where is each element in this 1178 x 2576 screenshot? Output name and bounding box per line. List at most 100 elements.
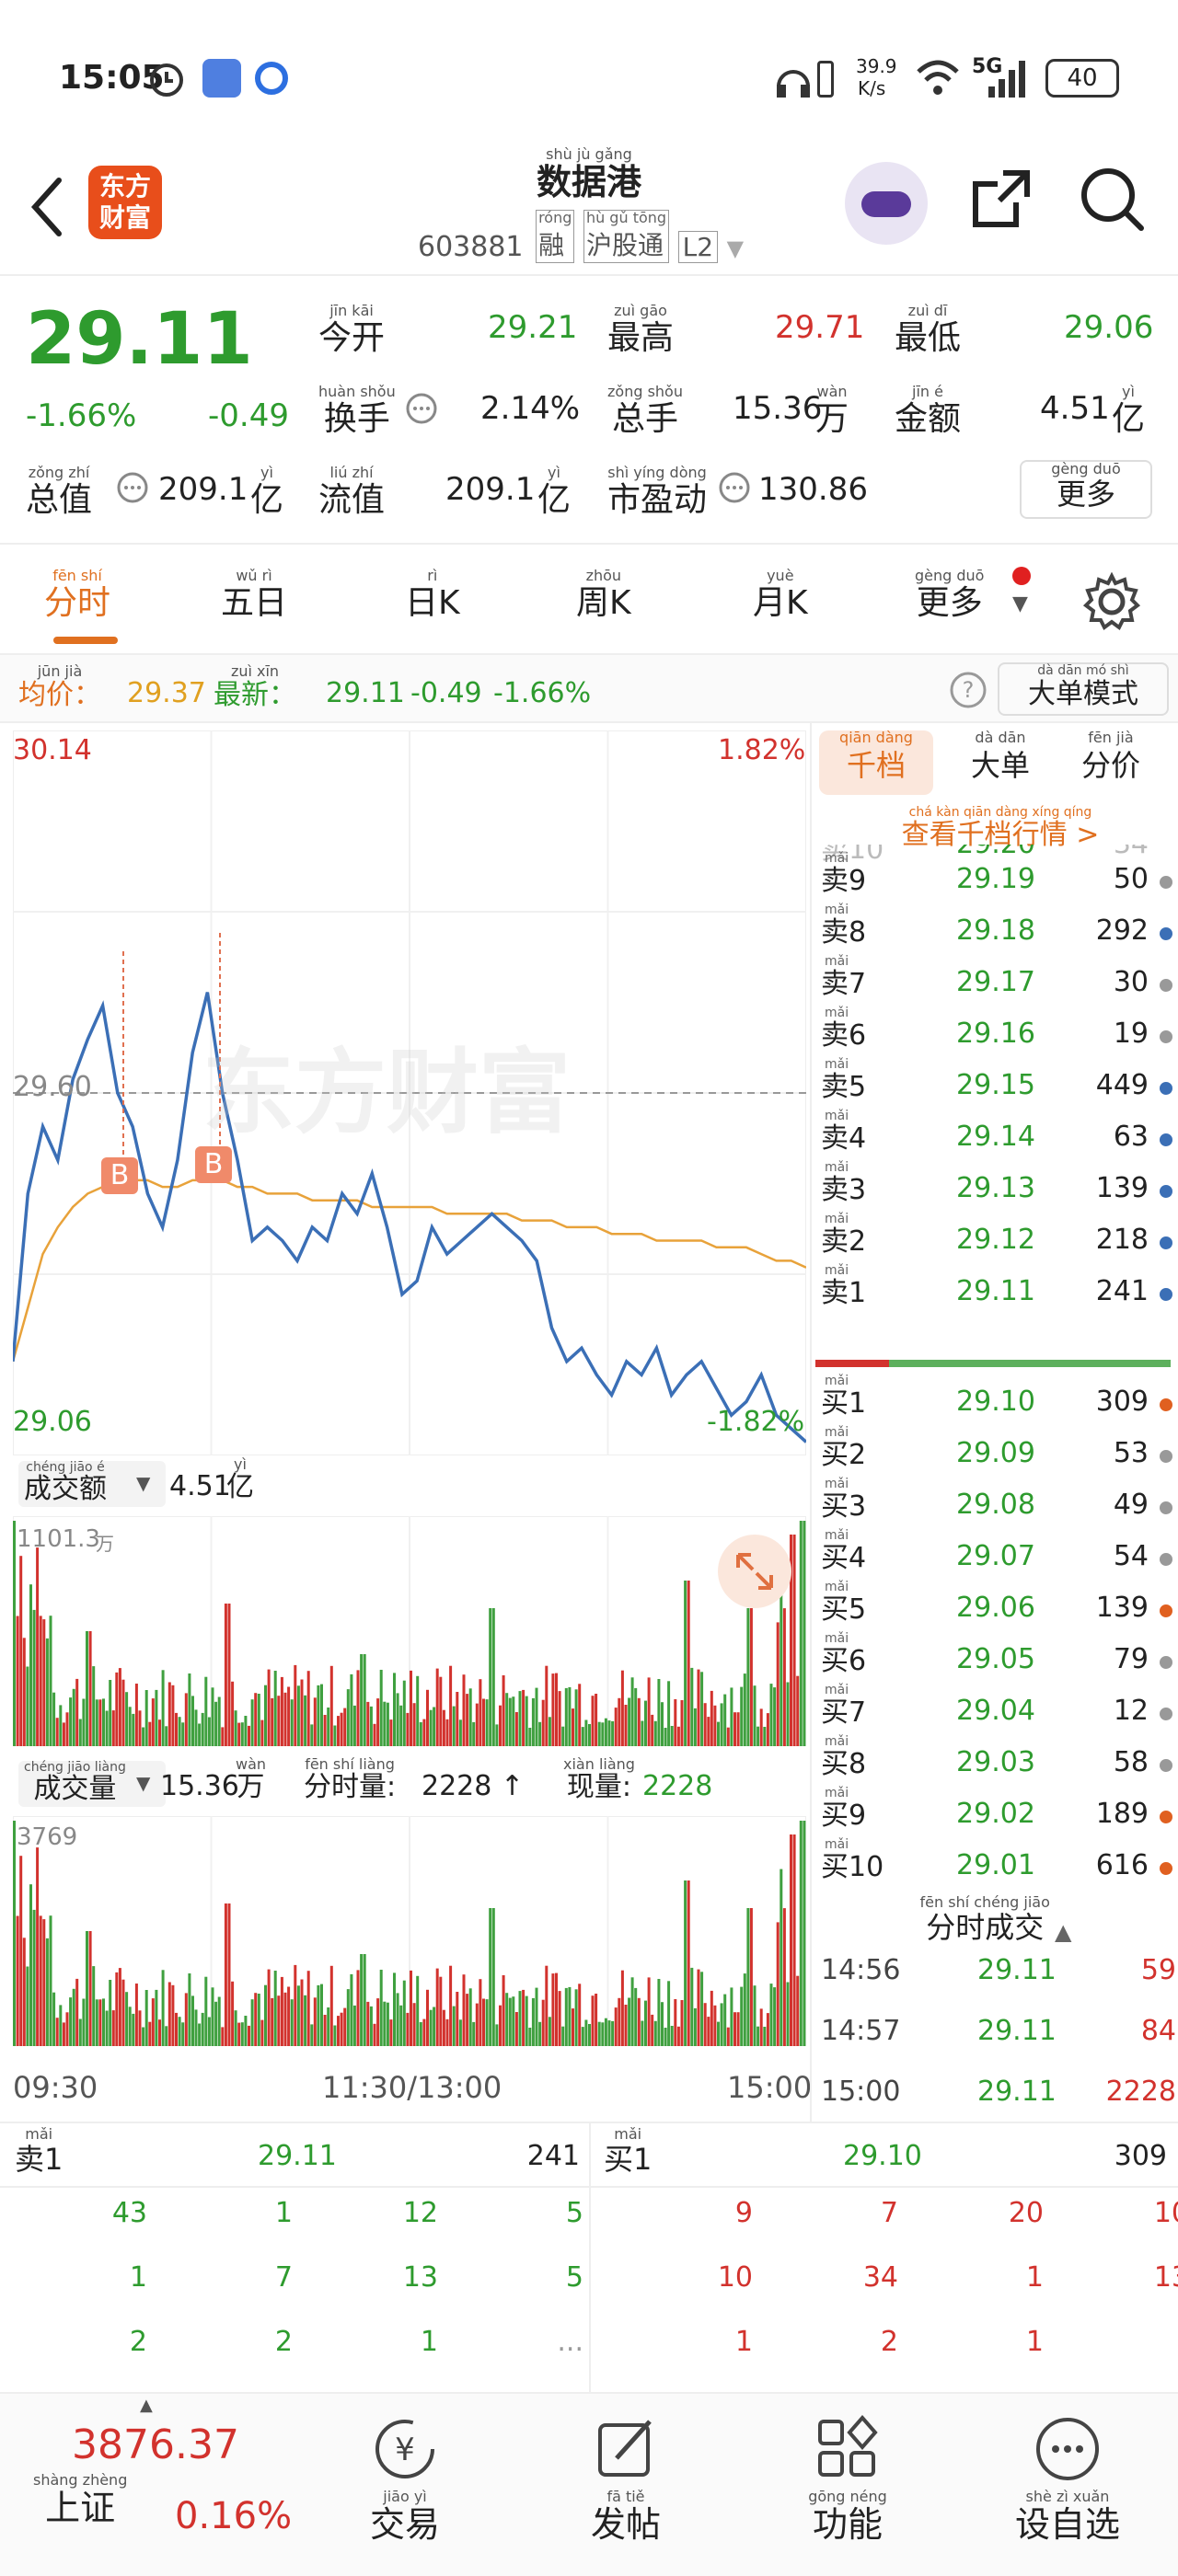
help-icon[interactable]: ? [948, 670, 988, 710]
volume-bar [237, 2022, 241, 2046]
chevron-down-icon[interactable]: ▼ [726, 236, 745, 261]
volume-bar [584, 1719, 588, 1746]
bid-row[interactable]: mǎi 买8 29.03 58 [812, 1735, 1178, 1787]
bid-row[interactable]: mǎi 买4 29.07 54 [812, 1529, 1178, 1581]
info-icon[interactable] [718, 471, 751, 504]
bid-row[interactable]: mǎi 买7 29.04 12 [812, 1684, 1178, 1735]
assistant-avatar[interactable] [845, 162, 928, 245]
tab-price-distribution[interactable]: fēn jià 分价 [1060, 730, 1161, 795]
ask-row[interactable]: mǎi 卖8 29.18 292 [812, 903, 1178, 955]
ask-row[interactable]: mǎi 卖9 29.19 50 [812, 852, 1178, 903]
volume-bar [69, 1697, 73, 1746]
order-dot [1160, 1862, 1172, 1875]
field-high-label: zuì gāo 最高 [607, 304, 674, 359]
trades-header[interactable]: fēn shí chéng jiāo 分时成交 ▲ [812, 1895, 1178, 1946]
volume-bar [134, 1684, 138, 1746]
chevron-down-icon[interactable]: ▼ [1012, 592, 1028, 615]
volume-bar [306, 1971, 310, 2046]
ask-label: mǎi 卖9 [821, 852, 904, 898]
bid-row[interactable]: mǎi 买10 29.01 616 [812, 1838, 1178, 1890]
volume-bar [402, 1680, 406, 1746]
ruby: mǎi [825, 1006, 849, 1020]
tab-intraday[interactable]: fēn shí 分时 [44, 569, 110, 624]
amount-max-label: 1101.3 [17, 1525, 100, 1553]
intraday-chart-area: 30.14 1.82% 29.60 29.06 -1.82% 东方财富 B B … [0, 723, 812, 2122]
volume-bar [86, 1631, 88, 1746]
bid-row[interactable]: mǎi 买1 29.10 309 [812, 1374, 1178, 1426]
more-button[interactable]: gèng duō 更多 [1020, 460, 1152, 519]
ask-row[interactable]: mǎi 卖1 29.11 241 [812, 1264, 1178, 1316]
field-volume-unit: wàn 万 [815, 385, 849, 440]
nav-post[interactable]: fā tiě 发帖 [580, 2412, 672, 2569]
volume-bar [128, 1707, 132, 1746]
bid-row[interactable]: mǎi 买6 29.05 79 [812, 1632, 1178, 1684]
bid-row[interactable]: mǎi 买5 29.06 139 [812, 1581, 1178, 1632]
info-icon[interactable] [116, 471, 149, 504]
buy-marker[interactable]: B [101, 1157, 138, 1194]
ask-row[interactable]: mǎi 卖5 29.15 449 [812, 1058, 1178, 1110]
volume-bar [59, 1705, 63, 1746]
view-depth-link[interactable]: chá kàn qiān dàng xíng qíng 查看千档行情 > [830, 806, 1171, 852]
volume-dropdown[interactable]: chéng jiāo liàng 成交量 ▼ [18, 1761, 166, 1807]
ask-row[interactable]: mǎi 卖2 29.12 218 [812, 1213, 1178, 1264]
ruby: gèng duō [1051, 460, 1121, 477]
volume-bar [231, 1981, 235, 2046]
back-icon[interactable] [26, 175, 66, 239]
label: 最新： [214, 679, 296, 711]
nav-add-watchlist[interactable]: shè zì xuǎn 设自选 [994, 2412, 1141, 2569]
volume-max-label: 3769 [17, 1823, 78, 1851]
big-order-mode-button[interactable]: dà dān mó shì 大单模式 [998, 662, 1169, 716]
index-name[interactable]: shàng zhèng 上证 [33, 2473, 127, 2529]
tab-weekly-k[interactable]: zhōu 周K [576, 569, 631, 624]
volume-chart[interactable] [13, 1816, 806, 2046]
bid-side: 买 [821, 1593, 849, 1626]
bid-price: 29.04 [956, 1695, 1035, 1727]
gear-icon[interactable] [1082, 572, 1141, 631]
bid-side: 买 [821, 1542, 849, 1574]
expand-button[interactable] [718, 1535, 791, 1608]
ask-side: 卖 [821, 1277, 849, 1309]
buy-marker[interactable]: B [195, 1146, 232, 1183]
ask-row[interactable]: mǎi 卖3 29.13 139 [812, 1161, 1178, 1213]
status-bar: 15:05 39.9 K/s 5G 40 [0, 0, 1178, 147]
order-dot [1160, 1708, 1172, 1720]
tab-monthly-k[interactable]: yuè 月K [753, 569, 808, 624]
volume-bar [49, 1616, 52, 1746]
share-icon[interactable] [968, 166, 1034, 232]
ask-row[interactable]: mǎi 卖6 29.16 19 [812, 1006, 1178, 1058]
search-icon[interactable] [1077, 164, 1147, 234]
volume-bar [399, 2005, 403, 2046]
ask-row[interactable]: mǎi 卖4 29.14 63 [812, 1110, 1178, 1161]
bid-row[interactable]: mǎi 买2 29.09 53 [812, 1426, 1178, 1478]
volume-bar [383, 1701, 387, 1746]
price-chart[interactable] [13, 730, 806, 1455]
volume-bar [317, 1984, 320, 2046]
amount-dropdown[interactable]: chéng jiāo é 成交额 ▼ [18, 1461, 166, 1507]
volume-bar [680, 2000, 684, 2046]
nav-label: 交易 [369, 2504, 440, 2545]
amount-chart[interactable] [13, 1516, 806, 1746]
ruby: fēn shí liàng [305, 1755, 395, 1773]
bid-label: mǎi 买4 [821, 1529, 904, 1575]
chevron-up-icon[interactable]: ▲ [140, 2396, 153, 2415]
volume-bar [181, 1722, 185, 1746]
index-value[interactable]: 3876.37 [72, 2421, 239, 2468]
bid-row[interactable]: mǎi 买3 29.08 49 [812, 1478, 1178, 1529]
chevron-down-icon: ▼ [136, 1772, 151, 1794]
tab-level-depth[interactable]: qiān dàng 千档 [819, 730, 933, 795]
tab-more[interactable]: gèng duō 更多 [915, 569, 984, 624]
volume-bar [472, 2021, 476, 2046]
nav-trade[interactable]: ¥ jiāo yì 交易 [359, 2412, 451, 2569]
bid-row[interactable]: mǎi 买9 29.02 189 [812, 1787, 1178, 1838]
ruby: mǎi [825, 1160, 849, 1175]
ask-row[interactable]: mǎi 卖7 29.17 30 [812, 955, 1178, 1006]
nav-functions[interactable]: gōng néng 功能 [797, 2412, 898, 2569]
info-icon[interactable] [405, 392, 438, 425]
tab-5day[interactable]: wǔ rì 五日 [221, 569, 287, 624]
tab-daily-k[interactable]: rì 日K [405, 569, 460, 624]
volume-bar [445, 1719, 449, 1746]
volume-bar [406, 1712, 410, 1746]
tab-big-order[interactable]: dà dān 大单 [950, 730, 1051, 795]
volume-bar [435, 1968, 439, 2046]
tab-active-indicator [53, 637, 118, 644]
